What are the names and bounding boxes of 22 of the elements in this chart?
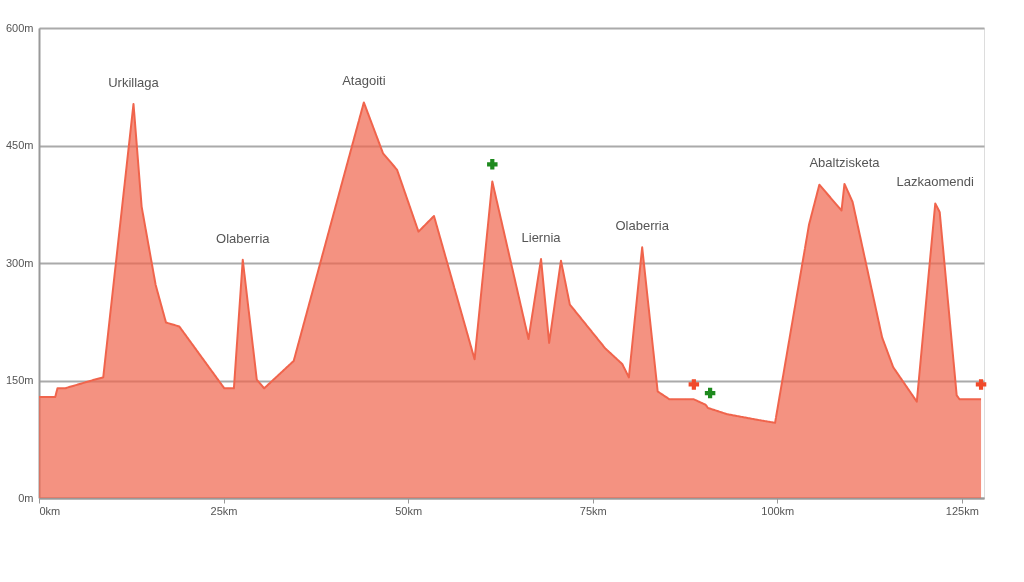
y-tick-label: 300m (5, 256, 34, 269)
x-tick-label: 50km (395, 504, 423, 517)
x-tick-label: 125km (945, 504, 979, 517)
annotation: Olaberria (615, 218, 670, 234)
annotation: Olaberria (216, 230, 271, 246)
point (704, 387, 716, 399)
x-tick-label: 100km (761, 504, 795, 517)
x-tick-label: 0km (39, 504, 61, 517)
y-tick-label: 450m (5, 139, 34, 151)
y-tick-label: 150m (5, 374, 34, 386)
annotation: Lazkaomendi (896, 174, 975, 190)
x-tick-label: 25km (210, 504, 238, 517)
annotation: Liernia (521, 230, 562, 246)
point (688, 379, 700, 390)
annotation: Abaltzisketa (809, 154, 881, 170)
annotation: Atagoiti (342, 73, 386, 89)
point (487, 159, 498, 170)
point (975, 379, 987, 390)
y-tick-label: 0m (18, 491, 34, 504)
y-tick-label: 600m (5, 21, 34, 34)
x-tick-label: 75km (579, 504, 607, 517)
annotation: Urkillaga (108, 74, 160, 90)
